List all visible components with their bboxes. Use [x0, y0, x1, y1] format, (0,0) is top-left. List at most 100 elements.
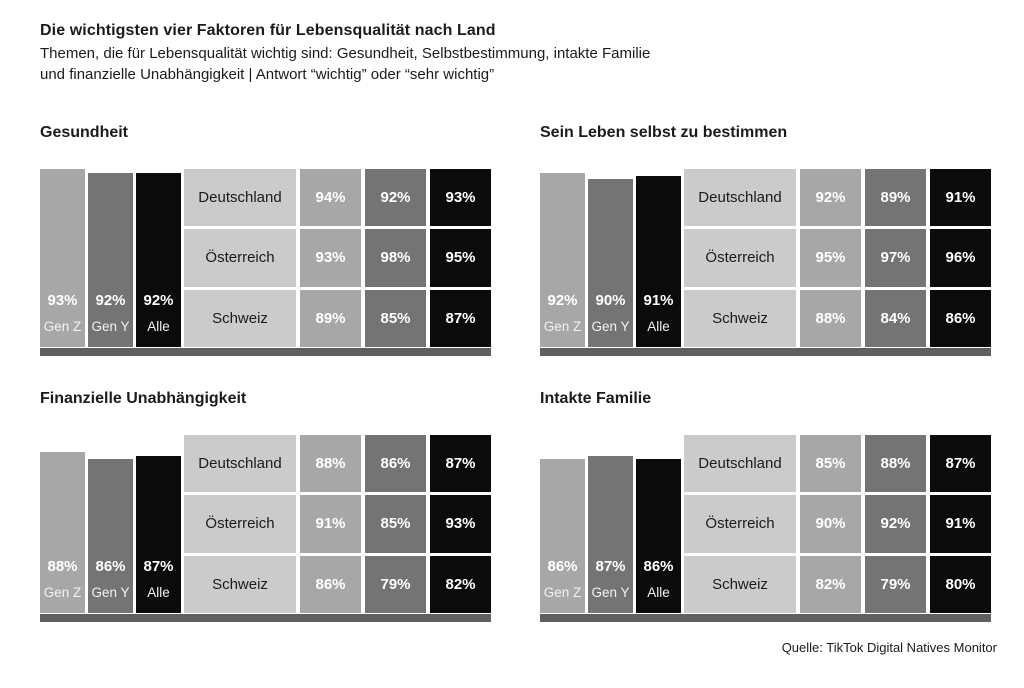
- table-value--sterreich-gen-z: 91%: [300, 495, 361, 553]
- country-label-deutschland: Deutschland: [684, 169, 796, 227]
- table-value--sterreich-gen-z: 93%: [300, 229, 361, 287]
- bar-value-label: 86%: [547, 558, 578, 575]
- baseline-strip: [540, 348, 991, 356]
- bar-gen-z: 93% Gen Z: [40, 169, 85, 347]
- panel-title: Intakte Familie: [540, 390, 652, 407]
- panel-chart: 92% Gen Z 90% Gen Y 91% Alle Deutschland 92% 89…: [540, 169, 991, 347]
- table-value--sterreich-gen-y: 97%: [865, 229, 926, 287]
- table-value--sterreich-alle: 91%: [930, 495, 991, 553]
- table-value-schweiz-gen-y: 79%: [865, 555, 926, 613]
- table-value-deutschland-alle: 91%: [930, 169, 991, 227]
- table-value-schweiz-gen-z: 89%: [300, 289, 361, 347]
- generation-bars: 88% Gen Z 86% Gen Y 87% Alle: [40, 452, 181, 613]
- table-value--sterreich-gen-z: 90%: [800, 495, 861, 553]
- country-label-schweiz: Schweiz: [684, 555, 796, 613]
- subtitle-line-1: Themen, die für Lebensqualität wichtig s…: [40, 45, 651, 62]
- table-value--sterreich-alle: 96%: [930, 229, 991, 287]
- country-label-schweiz: Schweiz: [184, 555, 296, 613]
- bar-value-label: 90%: [595, 292, 626, 309]
- bar-group-label: Alle: [147, 585, 170, 600]
- country-table: Deutschland 92% 89% 91% Österreich 95% 97% 96% S…: [684, 169, 991, 347]
- bar-group-label: Gen Z: [543, 585, 582, 600]
- bar-group-label: Gen Z: [43, 585, 82, 600]
- panels-grid: Gesundheit 93% Gen Z 92% Gen Y 92% Alle Deuts…: [40, 124, 991, 622]
- bar-gen-y: 87% Gen Y: [588, 456, 633, 613]
- panel-chart: 93% Gen Z 92% Gen Y 92% Alle Deutschland 94% 92…: [40, 169, 491, 347]
- table-value-schweiz-gen-z: 82%: [800, 555, 861, 613]
- bar-value-label: 92%: [547, 292, 578, 309]
- bar-alle: 86% Alle: [636, 459, 681, 613]
- country-table: Deutschland 94% 92% 93% Österreich 93% 98% 95% S…: [184, 169, 491, 347]
- bar-gen-y: 92% Gen Y: [88, 173, 133, 347]
- table-value-deutschland-gen-y: 88%: [865, 435, 926, 493]
- generation-bars: 92% Gen Z 90% Gen Y 91% Alle: [540, 173, 681, 347]
- generation-bars: 86% Gen Z 87% Gen Y 86% Alle: [540, 456, 681, 613]
- bar-group-label: Alle: [647, 585, 670, 600]
- bar-value-label: 93%: [47, 292, 78, 309]
- country-label--sterreich: Österreich: [684, 495, 796, 553]
- bar-group-label: Alle: [147, 319, 170, 334]
- bar-value-label: 87%: [143, 558, 174, 575]
- table-value-deutschland-gen-y: 92%: [365, 169, 426, 227]
- bar-gen-z: 92% Gen Z: [540, 173, 585, 347]
- source-note: Quelle: TikTok Digital Natives Monitor: [781, 640, 997, 655]
- table-value-schweiz-gen-z: 86%: [300, 555, 361, 613]
- table-value-deutschland-gen-z: 92%: [800, 169, 861, 227]
- panel-title: Sein Leben selbst zu bestimmen: [540, 124, 788, 141]
- bar-group-label: Gen Z: [43, 319, 82, 334]
- panel-title: Finanzielle Unabhängigkeit: [40, 390, 247, 407]
- bar-value-label: 88%: [47, 558, 78, 575]
- bar-gen-y: 86% Gen Y: [88, 459, 133, 613]
- table-value-deutschland-gen-y: 89%: [865, 169, 926, 227]
- panel-title: Gesundheit: [40, 124, 129, 141]
- bar-value-label: 86%: [95, 558, 126, 575]
- table-value-deutschland-gen-z: 94%: [300, 169, 361, 227]
- table-value--sterreich-alle: 95%: [430, 229, 491, 287]
- country-label-deutschland: Deutschland: [684, 435, 796, 493]
- bar-value-label: 86%: [643, 558, 674, 575]
- bar-group-label: Gen Z: [543, 319, 582, 334]
- bar-alle: 91% Alle: [636, 176, 681, 347]
- bar-value-label: 92%: [143, 292, 174, 309]
- table-value-schweiz-alle: 82%: [430, 555, 491, 613]
- table-value-schweiz-gen-y: 84%: [865, 289, 926, 347]
- bar-group-label: Alle: [647, 319, 670, 334]
- bar-gen-y: 90% Gen Y: [588, 179, 633, 347]
- table-value-deutschland-gen-z: 85%: [800, 435, 861, 493]
- table-value-schweiz-gen-y: 85%: [365, 289, 426, 347]
- factor-panel-gesundheit: Gesundheit 93% Gen Z 92% Gen Y 92% Alle Deuts…: [40, 124, 491, 356]
- table-value-schweiz-alle: 87%: [430, 289, 491, 347]
- bar-value-label: 87%: [595, 558, 626, 575]
- country-label--sterreich: Österreich: [184, 495, 296, 553]
- country-label-deutschland: Deutschland: [184, 435, 296, 493]
- baseline-strip: [40, 348, 491, 356]
- baseline-strip: [540, 614, 991, 622]
- country-label-deutschland: Deutschland: [184, 169, 296, 227]
- country-table: Deutschland 88% 86% 87% Österreich 91% 85% 93% S…: [184, 435, 491, 613]
- country-label-schweiz: Schweiz: [184, 289, 296, 347]
- table-value-deutschland-gen-z: 88%: [300, 435, 361, 493]
- generation-bars: 93% Gen Z 92% Gen Y 92% Alle: [40, 169, 181, 347]
- table-value-schweiz-alle: 86%: [930, 289, 991, 347]
- panel-chart: 88% Gen Z 86% Gen Y 87% Alle Deutschland 88% 86…: [40, 435, 491, 613]
- table-value-deutschland-alle: 87%: [930, 435, 991, 493]
- table-value-deutschland-gen-y: 86%: [365, 435, 426, 493]
- table-value-schweiz-gen-z: 88%: [800, 289, 861, 347]
- factor-panel-finanzielle-unabh-ngigkeit: Finanzielle Unabhängigkeit 88% Gen Z 86% Ge…: [40, 390, 491, 622]
- country-label--sterreich: Österreich: [684, 229, 796, 287]
- factor-panel-intakte-familie: Intakte Familie 86% Gen Z 87% Gen Y 86% Alle …: [540, 390, 991, 622]
- table-value--sterreich-alle: 93%: [430, 495, 491, 553]
- country-label-schweiz: Schweiz: [684, 289, 796, 347]
- table-value-deutschland-alle: 93%: [430, 169, 491, 227]
- bar-group-label: Gen Y: [91, 319, 130, 334]
- table-value-schweiz-alle: 80%: [930, 555, 991, 613]
- subtitle-line-2: und finanzielle Unabhängigkeit | Antwort…: [40, 66, 495, 83]
- table-value-deutschland-alle: 87%: [430, 435, 491, 493]
- country-table: Deutschland 85% 88% 87% Österreich 90% 92% 91% S…: [684, 435, 991, 613]
- bar-value-label: 92%: [95, 292, 126, 309]
- country-label--sterreich: Österreich: [184, 229, 296, 287]
- main-title: Die wichtigsten vier Faktoren für Lebens…: [40, 22, 496, 39]
- bar-group-label: Gen Y: [591, 319, 630, 334]
- bar-gen-z: 88% Gen Z: [40, 452, 85, 613]
